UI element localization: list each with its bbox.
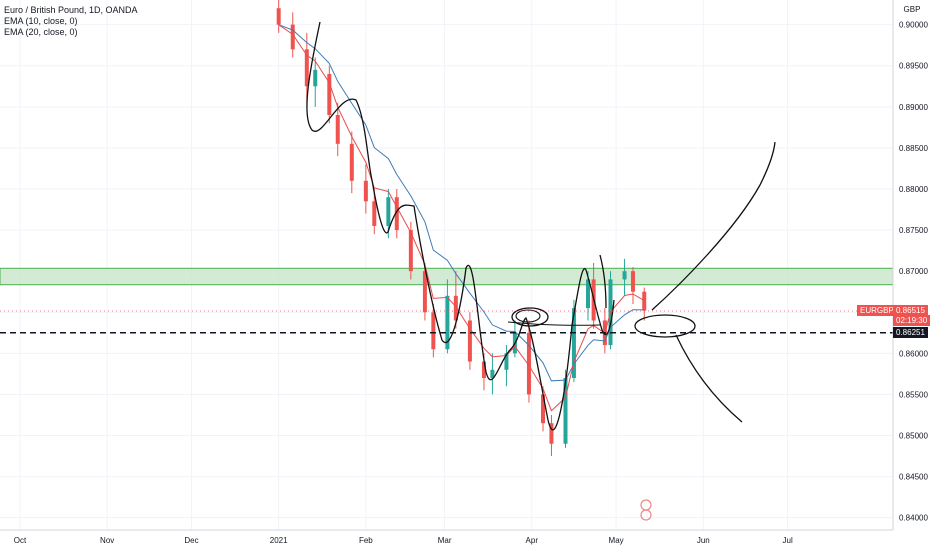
symbol-tag: EURGBP: [857, 305, 897, 316]
candle-body: [349, 143, 354, 181]
level-price-tag: 0.86251: [893, 326, 928, 338]
candle-body: [453, 295, 458, 321]
candle-body: [313, 69, 318, 87]
candle-body: [290, 24, 295, 50]
candle-body: [481, 361, 486, 378]
time-tick-label: May: [609, 536, 624, 545]
last-price-tag: 0.86515: [893, 305, 928, 316]
legend-title[interactable]: Euro / British Pound, 1D, OANDA: [4, 5, 138, 15]
price-tick-label: 0.90000: [899, 21, 928, 30]
price-axis[interactable]: GBP 0.90000 0.89500 0.89000 0.88500 0.88000 0.…: [892, 0, 932, 550]
legend-ema10[interactable]: EMA (10, close, 0): [4, 16, 78, 26]
candle-body: [586, 279, 590, 309]
ema20-line: [278, 24, 645, 382]
drawing-stroke-4: [675, 334, 743, 423]
time-tick-label: Oct: [14, 536, 27, 545]
time-tick-label: Dec: [184, 536, 198, 545]
price-tick-label: 0.89000: [899, 103, 928, 112]
time-tick-label: Jul: [783, 536, 793, 545]
chart-legend: Euro / British Pound, 1D, OANDA EMA (10,…: [4, 5, 138, 38]
drawing-stroke-3: [651, 141, 776, 311]
candle-body: [642, 291, 647, 311]
tradingview-logo: [640, 499, 652, 521]
price-tick-label: 0.84500: [899, 473, 928, 482]
drawing-stroke-1: [306, 21, 615, 431]
time-tick-label: Apr: [526, 536, 539, 545]
drawing-stroke-5: [507, 321, 601, 326]
countdown-tag: 02:19:30: [893, 315, 931, 326]
candle-body: [630, 271, 635, 292]
price-tick-label: 0.89500: [899, 62, 928, 71]
candle-body: [431, 312, 436, 350]
candle-body: [490, 369, 495, 378]
plot-area[interactable]: [0, 0, 893, 530]
drawing-ellipse-1: [511, 307, 549, 327]
price-levels: [0, 310, 893, 334]
price-tick-label: 0.85500: [899, 390, 928, 399]
candle-body: [335, 115, 340, 144]
candle-body: [394, 197, 399, 231]
candle-body: [422, 271, 427, 313]
candle-body: [327, 73, 332, 116]
drawing-ellipse-3: [634, 314, 696, 338]
candle-body: [549, 423, 554, 444]
candle-body: [372, 201, 377, 226]
price-axis-currency: GBP: [904, 5, 921, 14]
time-axis[interactable]: Oct Nov Dec 2021 Feb Mar Apr May Jun Jul: [0, 529, 893, 545]
candle-body: [304, 49, 309, 87]
candle-body: [467, 320, 472, 362]
time-tick-label: Feb: [359, 536, 373, 545]
price-tick-label: 0.88500: [899, 144, 928, 153]
candle-body: [276, 8, 281, 25]
drawing-stroke-2: [599, 254, 607, 309]
legend-ema20[interactable]: EMA (20, close, 0): [4, 27, 78, 37]
time-tick-label: Jun: [697, 536, 710, 545]
resistance-zone: [0, 267, 894, 286]
candle-body: [571, 308, 576, 378]
price-tick-label: 0.87000: [899, 267, 928, 276]
ema10-line: [278, 24, 645, 412]
candle-body: [386, 197, 391, 226]
resistance-zone-box: [0, 267, 894, 286]
price-tick-label: 0.87500: [899, 226, 928, 235]
grid-lines: [0, 0, 893, 530]
ema-lines: [278, 24, 645, 412]
candle-body: [408, 230, 413, 272]
candle-body: [563, 377, 568, 444]
time-tick-label: Nov: [100, 536, 114, 545]
candle-body: [445, 295, 450, 350]
time-tick-label: 2021: [270, 536, 288, 545]
candle-body: [526, 332, 531, 395]
candle-body: [541, 394, 546, 424]
drawing-ellipse-2: [515, 309, 541, 323]
price-tick-label: 0.86000: [899, 349, 928, 358]
time-tick-label: Mar: [438, 536, 452, 545]
price-tick-label: 0.84000: [899, 514, 928, 523]
hand-drawings: [306, 21, 776, 431]
price-axis-bg: [893, 0, 932, 550]
price-tick-label: 0.88000: [899, 185, 928, 194]
price-tick-label: 0.85000: [899, 432, 928, 441]
candle-body: [363, 180, 368, 202]
candle-body: [504, 353, 509, 370]
candle-body: [622, 271, 627, 280]
